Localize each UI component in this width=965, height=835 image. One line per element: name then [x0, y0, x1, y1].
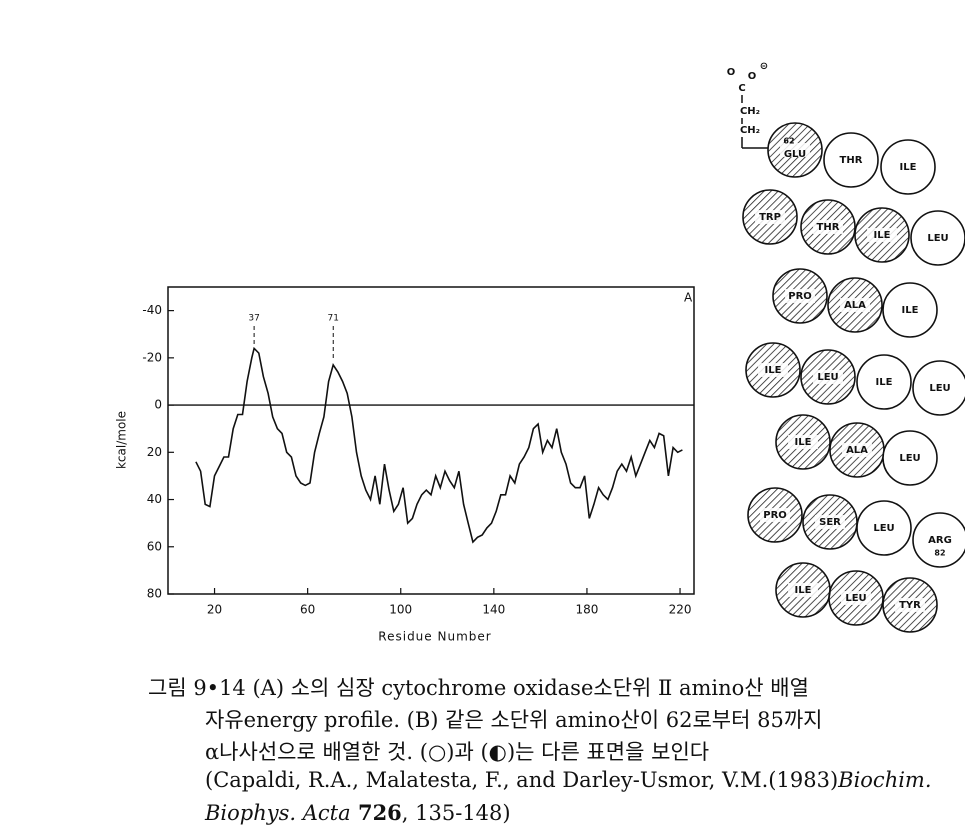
side-chain-atom: O	[748, 71, 757, 82]
x-tick-label: 20	[207, 603, 222, 617]
residue-label: ILE	[795, 437, 812, 448]
residue-label: LEU	[873, 523, 894, 534]
side-chain-atom: CH₂	[740, 106, 760, 117]
residue-circle	[856, 500, 912, 556]
y-tick-label: 0	[154, 398, 162, 412]
plot-frame	[167, 286, 695, 595]
x-tick-label: 60	[300, 603, 315, 617]
residue-circle	[882, 282, 938, 338]
residue-circle	[856, 354, 912, 410]
x-axis-label: Residue Number	[378, 630, 491, 644]
figure: A Residue Number kcal/mole -40 -20 0 20 40 60…	[115, 61, 965, 644]
y-tick-label: 60	[147, 539, 162, 553]
caption-line: Biophys. Acta 726, 135-148)	[205, 800, 511, 825]
residue-label: ILE	[765, 365, 782, 376]
residue-circle	[912, 360, 965, 416]
residue-label: LEU	[929, 383, 950, 394]
residue-number: 82	[934, 549, 945, 558]
label-backdrop	[841, 591, 871, 605]
residue-label: LEU	[845, 593, 866, 604]
label-backdrop	[867, 228, 897, 242]
label-backdrop	[815, 515, 845, 529]
y-tick-label: 80	[147, 587, 162, 601]
x-tick-label: 140	[482, 603, 505, 617]
side-chain-atom: CH₂	[740, 125, 760, 136]
annotation: 71	[328, 314, 339, 324]
residue-label: ILE	[874, 230, 891, 241]
residue-circle	[880, 139, 936, 195]
y-tick-label: 20	[147, 445, 162, 459]
residue-label: ILE	[902, 305, 919, 316]
residue-label: THR	[840, 155, 863, 166]
residue-label: ILE	[900, 162, 917, 173]
residue-label: THR	[817, 222, 840, 233]
x-tick-label: 220	[669, 603, 692, 617]
side-chain-atom: O	[727, 67, 736, 78]
label-backdrop	[760, 508, 790, 522]
caption-line: α나사선으로 배열한 것. (○)과 (◐)는 다른 표면을 보인다	[205, 740, 710, 764]
caption-text: 726	[350, 800, 402, 825]
y-tick-label: 40	[147, 492, 162, 506]
x-tick-label: 100	[389, 603, 412, 617]
residue-label: LEU	[899, 453, 920, 464]
side-chain-atom: C	[738, 83, 745, 94]
residue-label: TYR	[899, 600, 921, 611]
label-backdrop	[788, 583, 818, 597]
residue-label: TRP	[759, 212, 781, 223]
residue-circle	[910, 210, 965, 266]
caption-text: , 135-148)	[401, 801, 511, 825]
caption-text: Biophys. Acta	[205, 801, 351, 825]
label-backdrop	[780, 143, 810, 157]
panel-label: A	[684, 291, 693, 305]
residue-label: LEU	[927, 233, 948, 244]
label-backdrop	[785, 289, 815, 303]
residue-number: 62	[783, 137, 794, 146]
annotation: 37	[248, 314, 259, 324]
label-backdrop	[813, 220, 843, 234]
y-tick-label: -20	[142, 350, 162, 364]
y-tick-label: -40	[142, 303, 162, 317]
side-chain	[741, 95, 768, 149]
label-backdrop	[755, 210, 785, 224]
residue-label: PRO	[763, 510, 787, 521]
residue-circle	[912, 512, 965, 568]
residue-label: GLU	[784, 149, 806, 160]
x-tick-label: 180	[575, 603, 598, 617]
residue-label: ALA	[844, 300, 866, 311]
caption-line: 그림 9•14 (A) 소의 심장 cytochrome oxidase소단위 …	[148, 676, 809, 700]
residue-label: ALA	[846, 445, 868, 456]
y-axis-label: kcal/mole	[115, 411, 129, 469]
label-backdrop	[840, 298, 870, 312]
caption-line: (Capaldi, R.A., Malatesta, F., and Darle…	[205, 768, 932, 792]
residue-circle	[882, 430, 938, 486]
residue-label: ILE	[876, 377, 893, 388]
label-backdrop	[813, 370, 843, 384]
label-backdrop	[895, 598, 925, 612]
label-backdrop	[788, 435, 818, 449]
residue-label: SER	[819, 517, 841, 528]
residue-label: PRO	[788, 291, 812, 302]
caption-line: 자유energy profile. (B) 같은 소단위 amino산이 62로…	[205, 708, 823, 732]
residue-circle	[823, 132, 879, 188]
side-chain-atom: ⊝	[760, 61, 768, 72]
label-backdrop	[842, 443, 872, 457]
data-line	[195, 346, 683, 544]
label-backdrop	[758, 363, 788, 377]
residue-label: ILE	[795, 585, 812, 596]
residue-label: LEU	[817, 372, 838, 383]
residue-label: ARG	[928, 535, 952, 546]
caption-text: (Capaldi, R.A., Malatesta, F., and Darle…	[205, 768, 839, 792]
caption-text: Biochim.	[838, 768, 932, 792]
